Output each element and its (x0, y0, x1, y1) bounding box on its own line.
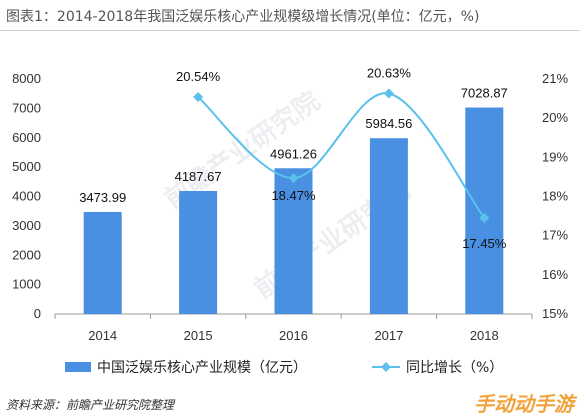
source-note: 资料来源：前瞻产业研究院整理 (6, 398, 175, 412)
bar-value-labels: 3473.99 4187.67 4961.26 5984.56 7028.87 (79, 86, 508, 205)
y-left-tick-label: 3000 (12, 218, 41, 233)
y-right-tick-label: 18% (542, 189, 568, 204)
y-left-tick-label: 2000 (12, 247, 41, 262)
growth-value-label: 20.63% (367, 65, 412, 80)
legend: 中国泛娱乐核心产业规模（亿元） 同比增长（%） (65, 360, 503, 376)
y-right-tick-label: 20% (542, 110, 568, 125)
bar-value-label: 5984.56 (365, 116, 412, 131)
y-left-tick-label: 4000 (12, 189, 41, 204)
x-tick-label: 2017 (374, 328, 403, 343)
corner-logo: 手动动手游 (474, 392, 574, 416)
bar (83, 211, 122, 314)
bar-value-label: 7028.87 (461, 86, 508, 101)
y-left-tick-label: 0 (34, 306, 41, 321)
y-left-tick-label: 6000 (12, 130, 41, 145)
x-tick-label: 2016 (279, 328, 308, 343)
x-axis: 2014 2015 2016 2017 2018 (54, 314, 533, 343)
growth-point (383, 88, 394, 99)
bar-series (83, 107, 504, 314)
y-right-tick-label: 15% (542, 306, 568, 321)
x-tick-label: 2018 (470, 328, 499, 343)
growth-line (197, 92, 486, 219)
growth-value-label: 18.47% (271, 188, 316, 203)
growth-value-labels: 20.54% 18.47% 20.63% 17.45% (176, 65, 507, 251)
bar (465, 107, 504, 314)
bar-value-label: 3473.99 (79, 190, 126, 205)
growth-line-series (193, 88, 490, 224)
growth-point (288, 173, 299, 184)
x-tick-label: 2014 (88, 328, 117, 343)
growth-point (479, 213, 490, 224)
y-right-tick-label: 19% (542, 149, 568, 164)
x-tick-label: 2015 (184, 328, 213, 343)
y-left-tick-label: 1000 (12, 277, 41, 292)
bar (369, 138, 408, 314)
y-axis-right: 15% 16% 17% 18% 19% 20% 21% (542, 71, 568, 321)
y-left-tick-label: 7000 (12, 100, 41, 115)
y-left-tick-label: 5000 (12, 159, 41, 174)
y-left-tick-label: 8000 (12, 71, 41, 86)
legend-line-marker (381, 362, 391, 372)
y-axis-left: 0 1000 2000 3000 4000 5000 6000 7000 8000 (12, 71, 41, 321)
bar (274, 168, 313, 314)
y-right-tick-label: 21% (542, 71, 568, 86)
bar-value-label: 4187.67 (175, 169, 222, 184)
bar (179, 190, 218, 314)
legend-line-label: 同比增长（%） (406, 360, 503, 376)
growth-value-label: 17.45% (462, 236, 507, 251)
legend-bar-swatch (65, 362, 91, 372)
chart-title: 图表1：2014-2018年我国泛娱乐核心产业规模级增长情况(单位：亿元，%) (6, 9, 480, 25)
y-right-tick-label: 17% (542, 228, 568, 243)
legend-bar-label: 中国泛娱乐核心产业规模（亿元） (97, 360, 307, 376)
growth-value-label: 20.54% (176, 69, 221, 84)
bar-value-label: 4961.26 (270, 146, 317, 161)
title-divider (0, 30, 580, 31)
y-right-tick-label: 16% (542, 267, 568, 282)
growth-point (193, 92, 204, 103)
